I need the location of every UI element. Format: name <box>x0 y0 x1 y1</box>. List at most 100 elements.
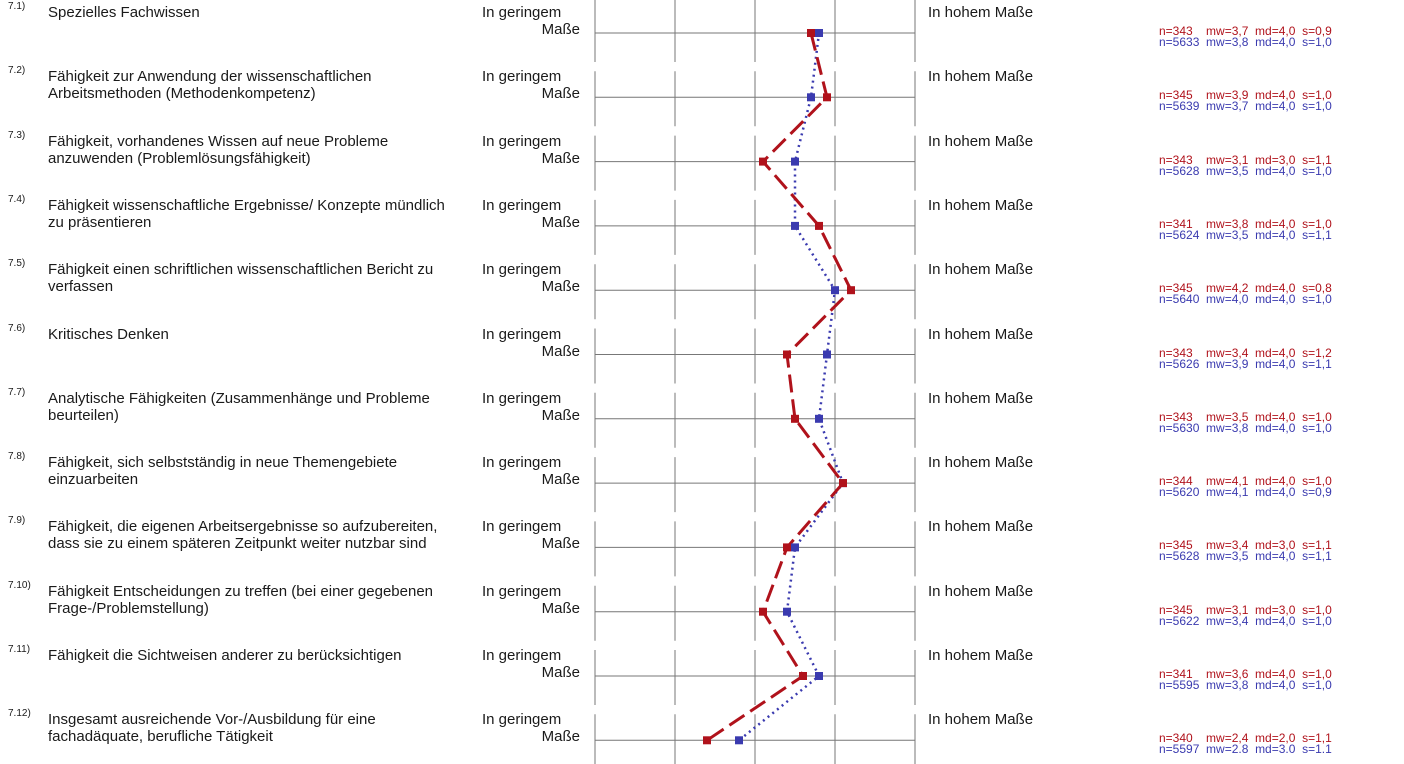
item-row: 7.7) Analytische Fähigkeiten (Zusammenhän… <box>0 386 1404 450</box>
series-stats-line: n=340 mw=2,4 md=2,0 s=1,1 <box>1159 731 1332 746</box>
scale-right-label: In hohem Maße <box>928 454 1034 472</box>
item-stats: n=343 mw=3,1 md=3,0 s=1,1 n=5628 mw=3,5 m… <box>1159 152 1332 178</box>
item-row: 7.5) Fähigkeit einen schriftlichen wissen… <box>0 257 1404 321</box>
scale-left-label-line: Maße <box>541 471 580 489</box>
series-stats-line: n=345 mw=3,9 md=4,0 s=1,0 <box>1159 88 1332 103</box>
scale-left-label: In geringem Maße <box>482 583 580 617</box>
scale-right-label: In hohem Maße <box>928 261 1034 279</box>
scale-right-label: In hohem Maße <box>928 68 1034 86</box>
item-stats: n=344 mw=4,1 md=4,0 s=1,0 n=5620 mw=4,1 m… <box>1159 474 1332 500</box>
data-point <box>783 607 791 616</box>
scale-left-label-line: In geringem <box>482 4 562 21</box>
series-stats-line: n=5630 mw=3,8 md=4,0 s=1,0 <box>1159 420 1332 435</box>
scale-left-label: In geringem Maße <box>482 454 580 488</box>
item-label: Fähigkeit zur Anwendung der wissenschaft… <box>48 68 372 103</box>
series-stats-line: n=344 mw=4,1 md=4,0 s=1,0 <box>1159 474 1332 489</box>
scale-left-label-line: Maße <box>541 535 580 553</box>
series-stats-line: n=5620 mw=4,1 md=4,0 s=0,9 <box>1159 485 1332 500</box>
series-stats-line: n=5597 mw=2.8 md=3.0 s=1.1 <box>1159 742 1332 757</box>
scale-right-label: In hohem Maße <box>928 582 1034 600</box>
scale-left-label-line: In geringem <box>482 389 562 407</box>
item-stats: n=343 mw=3,7 md=4,0 s=0,9 n=5633 mw=3,8 m… <box>1159 25 1332 49</box>
data-point <box>815 29 823 37</box>
data-point <box>807 93 815 102</box>
series-stats-line: n=5626 mw=3,9 md=4,0 s=1,1 <box>1159 356 1332 371</box>
data-point <box>735 736 743 745</box>
scale-right-label: In hohem Maße <box>928 518 1034 536</box>
item-label: Spezielles Fachwissen <box>48 4 200 21</box>
series-stats-line: n=5624 mw=3,5 md=4,0 s=1,1 <box>1159 227 1332 242</box>
scale-left-label-line: Maße <box>541 21 580 38</box>
item-row: 7.1) Spezielles Fachwissen In geringem Maße… <box>0 0 1404 64</box>
item-label: Fähigkeit einen schriftlichen wissenscha… <box>48 261 434 296</box>
item-label: Fähigkeit, sich selbstständig in neue Th… <box>48 454 398 489</box>
item-number: 7.1) <box>8 1 26 12</box>
item-number: 7.10) <box>8 579 31 591</box>
item-row: 7.6) Kritisches Denken In geringem Maße In h… <box>0 322 1404 386</box>
scale-left-label: In geringem Maße <box>482 261 580 295</box>
series-stats-line: n=343 mw=3,1 md=3,0 s=1,1 <box>1159 152 1332 167</box>
item-number: 7.6) <box>8 322 26 334</box>
item-row: 7.10) Fähigkeit Entscheidungen zu treffen… <box>0 579 1404 643</box>
data-point <box>783 543 791 552</box>
item-stats: n=343 mw=3,4 md=4,0 s=1,2 n=5626 mw=3,9 m… <box>1159 347 1332 371</box>
item-number: 7.9) <box>8 515 26 527</box>
item-number: 7.4) <box>8 193 26 205</box>
scale-left-label-line: In geringem <box>482 68 562 86</box>
item-stats: n=340 mw=2,4 md=2,0 s=1,1 n=5597 mw=2.8 m… <box>1159 731 1332 757</box>
scale-left-label-line: Maße <box>541 342 580 360</box>
series-line <box>706 32 853 742</box>
item-label: Fähigkeit, vorhandenes Wissen auf neue P… <box>48 132 389 167</box>
scale-left-label-line: In geringem <box>482 582 562 600</box>
series-stats-line: n=5622 mw=3,4 md=4,0 s=1,0 <box>1159 613 1332 628</box>
data-point <box>703 736 711 745</box>
data-point <box>807 29 815 37</box>
item-label: Fähigkeit die Sichtweisen anderer zu ber… <box>48 647 402 664</box>
item-row: 7.4) Fähigkeit wissenschaftliche Ergebnis… <box>0 193 1404 257</box>
series-stats-line: n=5628 mw=3,5 md=4,0 s=1,1 <box>1159 549 1332 564</box>
data-point <box>791 221 799 230</box>
data-point <box>791 157 799 166</box>
item-row: 7.11) Fähigkeit die Sichtweisen anderer z… <box>0 643 1404 707</box>
data-point <box>823 93 831 102</box>
scale-left-label: In geringem Maße <box>482 711 580 745</box>
scale-left-label-line: Maße <box>541 278 580 296</box>
data-point <box>759 607 767 616</box>
scale-left-label-line: In geringem <box>482 196 562 214</box>
scale-left-label-line: Maße <box>541 599 580 617</box>
item-row: 7.2) Fähigkeit zur Anwendung der wissensc… <box>0 64 1404 128</box>
item-number: 7.5) <box>8 258 26 270</box>
scale-left-label: In geringem Maße <box>482 390 580 424</box>
series-stats-line: n=5595 mw=3,8 md=4,0 s=1,0 <box>1159 678 1332 692</box>
scale-left-label: In geringem Maße <box>482 326 580 360</box>
scale-left-label-line: In geringem <box>482 647 562 664</box>
series-stats-line: n=5633 mw=3,8 md=4,0 s=1,0 <box>1159 35 1332 49</box>
data-point <box>815 672 823 680</box>
data-point <box>799 672 807 680</box>
item-label: Kritisches Denken <box>48 325 169 343</box>
series-stats-line: n=341 mw=3,6 md=4,0 s=1,0 <box>1159 667 1332 681</box>
scale-left-label-line: In geringem <box>482 518 562 536</box>
scale-left-label-line: Maße <box>541 728 580 746</box>
scale-right-label: In hohem Maße <box>928 196 1034 214</box>
series-stats-line: n=345 mw=4,2 md=4,0 s=0,8 <box>1159 281 1332 296</box>
data-point <box>791 543 799 552</box>
item-label: Fähigkeit, die eigenen Arbeitsergebnisse… <box>48 518 438 553</box>
item-stats: n=345 mw=4,2 md=4,0 s=0,8 n=5640 mw=4,0 m… <box>1159 281 1332 305</box>
scale-left-label-line: Maße <box>541 149 580 167</box>
item-number: 7.8) <box>8 451 26 463</box>
series-stats-line: n=343 mw=3,5 md=4,0 s=1,0 <box>1159 409 1332 424</box>
item-number: 7.12) <box>8 708 31 720</box>
scale-left-label: In geringem Maße <box>482 197 580 231</box>
series-stats-line: n=5628 mw=3,5 md=4,0 s=1,0 <box>1159 163 1332 178</box>
series-stats-line: n=345 mw=3,1 md=3,0 s=1,0 <box>1159 602 1332 617</box>
item-stats: n=343 mw=3,5 md=4,0 s=1,0 n=5630 mw=3,8 m… <box>1159 409 1332 435</box>
scale-left-label: In geringem Maße <box>482 68 580 102</box>
data-point <box>839 479 847 488</box>
item-row: 7.12) Insgesamt ausreichende Vor-/Ausbild… <box>0 707 1404 764</box>
item-label: Fähigkeit wissenschaftliche Ergebnisse/ … <box>48 196 445 231</box>
data-point <box>815 414 823 423</box>
series-stats-line: n=341 mw=3,8 md=4,0 s=1,0 <box>1159 216 1332 231</box>
